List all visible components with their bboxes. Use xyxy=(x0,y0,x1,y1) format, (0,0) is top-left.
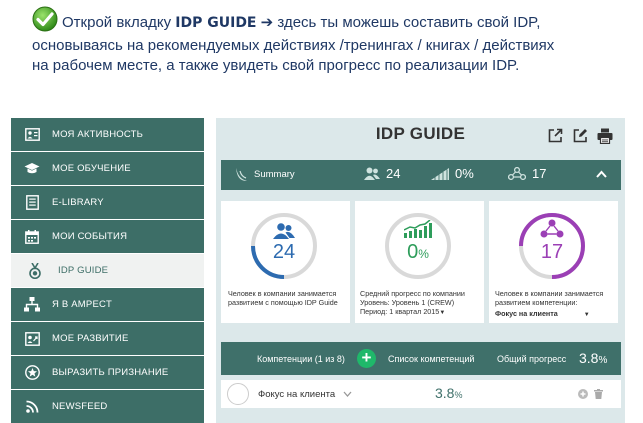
growth-chart-icon xyxy=(404,220,432,238)
medal-icon xyxy=(27,262,43,279)
progress-ring xyxy=(519,213,586,279)
card-competency-value: 17 xyxy=(540,241,564,263)
competency-row[interactable]: Фокус на клиента 3.8% xyxy=(221,380,621,408)
competency-progress: 3.8% xyxy=(435,385,463,401)
activity-icon xyxy=(24,127,40,143)
org-chart-icon xyxy=(24,297,40,313)
summary-people-stat: 24 xyxy=(364,166,400,181)
stat-card-people: 24 Человек в компании занимается развити… xyxy=(221,201,350,323)
swoosh-logo-icon xyxy=(236,168,247,181)
sidebar-item-my-development[interactable]: МОЕ РАЗВИТИЕ xyxy=(11,322,204,355)
chevron-up-icon[interactable] xyxy=(596,170,607,178)
bar-chart-icon xyxy=(431,167,449,180)
page-title: IDP GUIDE xyxy=(375,124,466,143)
export-icon[interactable] xyxy=(548,128,563,143)
star-badge-icon xyxy=(24,365,40,381)
sidebar-item-e-library[interactable]: E-LIBRARY xyxy=(11,186,204,219)
card-competency-caption: Человек в компании занимается развитием … xyxy=(495,289,604,318)
edit-icon[interactable] xyxy=(573,128,588,143)
people-icon xyxy=(273,223,295,239)
summary-progress-stat: 0% xyxy=(431,166,474,181)
dropdown-arrow-icon[interactable]: ▼ xyxy=(583,312,590,318)
sidebar-item-my-activity[interactable]: МОЯ АКТИВНОСТЬ xyxy=(11,118,204,151)
competencies-count-label: Компетенции (1 из 8) xyxy=(257,354,345,364)
development-icon xyxy=(24,331,40,347)
summary-label: Summary xyxy=(254,169,295,180)
idp-guide-bold: IDP GUIDE xyxy=(175,15,257,31)
competency-name: Фокус на клиента xyxy=(258,389,352,400)
sidebar-menu: МОЯ АКТИВНОСТЬ МОЕ ОБУЧЕНИЕ E-LIBRARY МО… xyxy=(11,118,204,423)
intro-line-3: на рабочем месте, а также увидеть свой п… xyxy=(32,57,520,74)
dropdown-arrow-icon[interactable]: ▼ xyxy=(439,310,446,316)
chevron-down-icon[interactable] xyxy=(343,391,352,397)
green-check-icon xyxy=(32,6,58,32)
sidebar-item-my-learning[interactable]: МОЕ ОБУЧЕНИЕ xyxy=(11,152,204,185)
row-status-circle xyxy=(227,383,249,405)
stat-card-progress: 0% Средний прогресс по компании Уровень:… xyxy=(355,201,484,323)
rss-icon xyxy=(24,399,40,415)
book-icon xyxy=(24,195,40,211)
stat-card-competency: 17 Человек в компании занимается развити… xyxy=(489,201,618,323)
calendar-icon xyxy=(24,229,40,245)
trash-icon[interactable] xyxy=(594,389,603,399)
sidebar-item-idp-guide[interactable]: IDP GUIDE xyxy=(11,254,204,287)
total-progress-value: 3.8% xyxy=(579,350,608,366)
total-progress-label: Общий прогресс xyxy=(497,354,567,364)
progress-ring xyxy=(385,213,451,279)
sidebar-item-my-events[interactable]: МОИ СОБЫТИЯ xyxy=(11,220,204,253)
sidebar-item-newsfeed[interactable]: NEWSFEED xyxy=(11,390,204,423)
card-progress-value: 0% xyxy=(407,241,429,263)
add-competency-button[interactable]: + xyxy=(357,349,376,368)
card-people-caption: Человек в компании занимается развитием … xyxy=(228,289,338,307)
intro-line-2: основываясь на рекомендуемых действиях /… xyxy=(32,37,555,54)
summary-competencies-stat: 17 xyxy=(508,166,546,181)
network-icon xyxy=(540,219,564,238)
card-progress-caption: Средний прогресс по компании Уровень: Ур… xyxy=(360,289,465,316)
sidebar-item-give-recognition[interactable]: ВЫРАЗИТЬ ПРИЗНАНИЕ xyxy=(11,356,204,389)
competency-list-link[interactable]: Список компетенций xyxy=(388,354,475,364)
idp-guide-panel: IDP GUIDE Summary 24 0% 17 xyxy=(216,118,625,423)
print-icon[interactable] xyxy=(597,128,613,144)
arrow-right-icon: ➔ xyxy=(260,14,274,31)
network-icon xyxy=(508,167,526,180)
intro-line-1: Открой вкладку IDP GUIDE ➔ здесь ты може… xyxy=(62,14,541,31)
summary-bar: Summary 24 0% 17 xyxy=(221,160,621,190)
competencies-bar: Компетенции (1 из 8) + Список компетенци… xyxy=(221,342,621,375)
competency-select[interactable]: Фокус на клиента xyxy=(495,309,558,318)
card-people-value: 24 xyxy=(272,241,296,263)
sidebar-item-me-in-ampect[interactable]: Я В AMPECT xyxy=(11,288,204,321)
graduation-cap-icon xyxy=(24,161,40,177)
people-icon xyxy=(364,167,380,180)
progress-ring xyxy=(251,213,317,279)
add-circle-icon[interactable] xyxy=(578,389,588,399)
